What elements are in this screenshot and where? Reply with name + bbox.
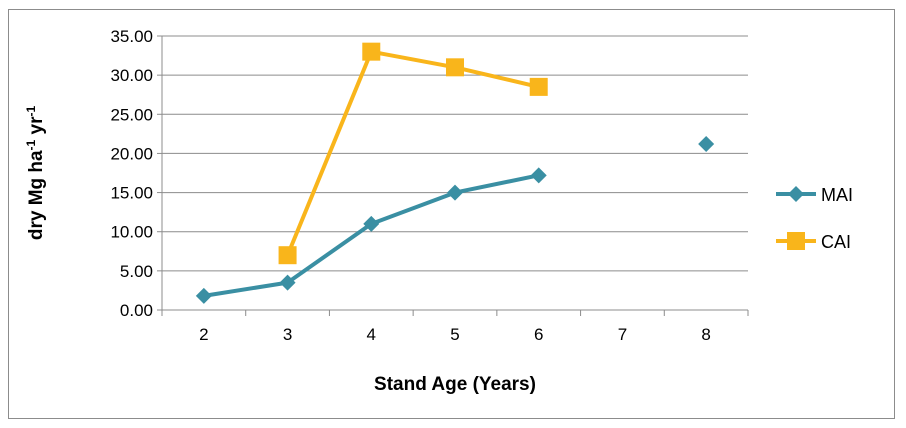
legend-item-cai: CAI [776, 232, 851, 252]
legend-item-mai: MAI [776, 185, 853, 205]
data-point-mai [279, 274, 296, 291]
legend-label: CAI [821, 232, 851, 252]
y-tick-label: 10.00 [110, 223, 153, 242]
y-tick-label: 25.00 [110, 105, 153, 124]
x-tick-label: 2 [199, 325, 208, 344]
series-line-cai [285, 49, 540, 256]
x-tick-label: 3 [283, 325, 292, 344]
y-axis-title-exponent-2: -1 [24, 106, 38, 117]
x-axis-title: Stand Age (Years) [374, 374, 536, 395]
y-tick-label: 20.00 [110, 144, 153, 163]
y-tick-label: 30.00 [110, 66, 153, 85]
x-tick-label: 7 [618, 325, 627, 344]
data-point-cai [446, 58, 464, 77]
data-point-mai [530, 167, 547, 184]
data-point-cai [362, 42, 381, 61]
x-tick-label: 6 [534, 325, 543, 344]
series-mai [195, 136, 715, 304]
legend-swatch-marker [787, 232, 805, 250]
y-tick-label: 35.00 [110, 27, 153, 46]
legend-label: MAI [821, 185, 853, 205]
series-line-mai [203, 173, 540, 298]
series-layer [195, 42, 715, 304]
data-point-mai [447, 184, 463, 201]
data-point-mai [698, 136, 715, 153]
y-tick-label: 15.00 [110, 184, 153, 203]
data-point-cai [529, 77, 548, 96]
chart-frame [8, 9, 895, 419]
x-tick-label: 4 [367, 325, 376, 344]
y-axis-title: dry Mg ha-1 yr-1 [24, 106, 47, 241]
x-tick-label: 8 [701, 325, 710, 344]
y-axis-title-unit: yr [26, 116, 47, 140]
series-cai [278, 42, 548, 265]
y-tick-label: 0.00 [120, 301, 153, 320]
data-point-mai [363, 215, 380, 232]
y-tick-label: 5.00 [120, 262, 153, 281]
x-tick-label: 5 [450, 325, 459, 344]
legend-swatch-marker [788, 186, 804, 202]
y-axis-title-main: dry Mg ha [26, 150, 47, 240]
data-point-mai [195, 287, 212, 304]
axes: 0.00 5.00 10.00 15.00 20.00 25.00 30.00 35.00 2 3… [110, 27, 749, 344]
y-axis-title-exponent-1: -1 [24, 139, 38, 150]
data-point-cai [278, 246, 297, 265]
legend: MAI CAI [776, 185, 853, 252]
